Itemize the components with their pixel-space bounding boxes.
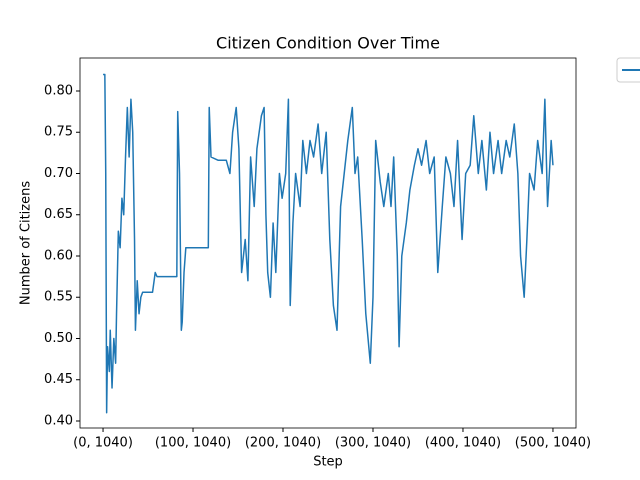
- x-tick-label: (500, 1040): [515, 436, 591, 451]
- y-tick-label: 0.40: [44, 413, 73, 428]
- x-tick-label: (0, 1040): [73, 436, 133, 451]
- x-axis-label: Step: [313, 455, 343, 470]
- data-line: [103, 73, 554, 414]
- x-tick-label: (200, 1040): [245, 436, 321, 451]
- y-tick-label: 0.65: [44, 207, 73, 222]
- y-tick-label: 0.80: [44, 83, 73, 98]
- plot-frame: [79, 57, 577, 429]
- y-tick-label: 0.70: [44, 166, 73, 181]
- y-tick-label: 0.45: [44, 372, 73, 387]
- y-tick-label: 0.60: [44, 248, 73, 263]
- y-tick-label: 0.75: [44, 125, 73, 140]
- x-tick-label: (300, 1040): [335, 436, 411, 451]
- chart-title: Citizen Condition Over Time: [216, 34, 440, 53]
- y-tick-label: 0.50: [44, 331, 73, 346]
- y-tick-label: 0.55: [44, 290, 73, 305]
- x-tick-label: (400, 1040): [425, 436, 501, 451]
- x-tick-label: (100, 1040): [155, 436, 231, 451]
- y-axis-label: Number of Citizens: [19, 181, 34, 305]
